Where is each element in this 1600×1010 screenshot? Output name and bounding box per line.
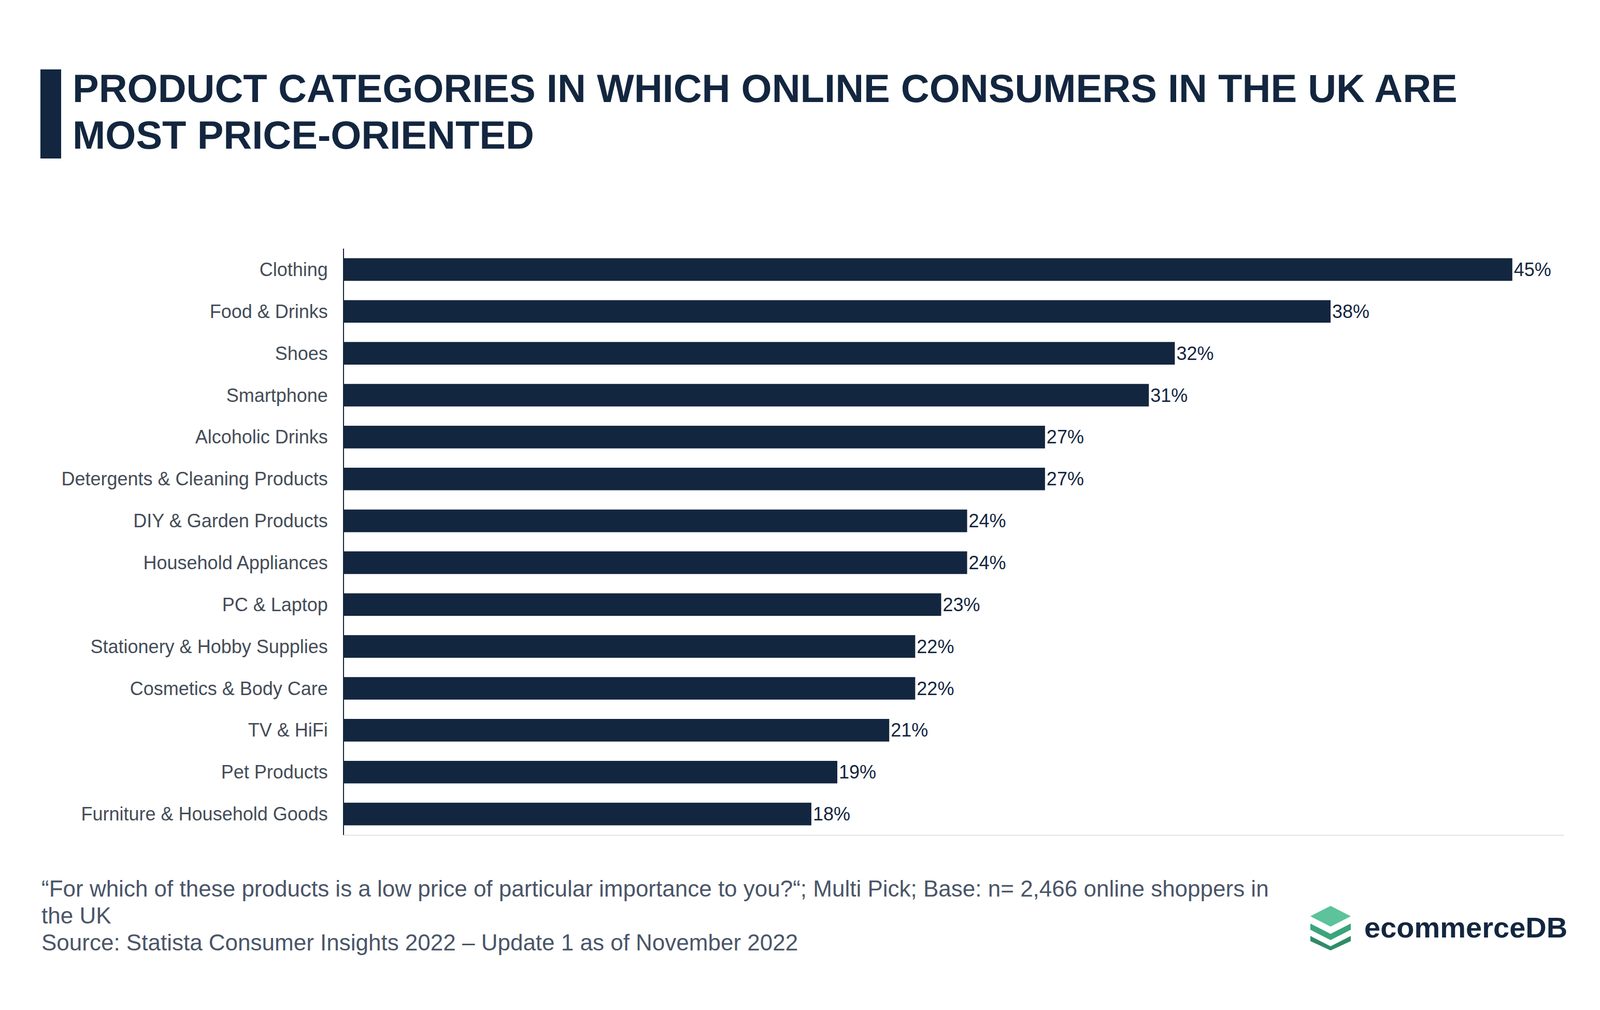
svg-text:PC & Laptop: PC & Laptop bbox=[222, 594, 328, 616]
svg-text:Alcoholic Drinks: Alcoholic Drinks bbox=[195, 426, 328, 448]
svg-text:22%: 22% bbox=[916, 678, 954, 700]
svg-text:27%: 27% bbox=[1046, 468, 1084, 490]
svg-text:Food & Drinks: Food & Drinks bbox=[209, 301, 328, 323]
svg-text:Pet Products: Pet Products bbox=[221, 761, 328, 783]
svg-text:DIY & Garden Products: DIY & Garden Products bbox=[133, 510, 328, 532]
svg-text:Cosmetics & Body Care: Cosmetics & Body Care bbox=[130, 678, 328, 700]
svg-text:18%: 18% bbox=[812, 803, 851, 825]
html-text:“For which of these products i: “For which of these products is a low pr… bbox=[41, 876, 1269, 929]
svg-text:Household Appliances: Household Appliances bbox=[143, 552, 328, 574]
svg-text:Furniture & Household Goods: Furniture & Household Goods bbox=[81, 803, 328, 825]
svg-text:Shoes: Shoes bbox=[275, 343, 328, 365]
svg-text:Smartphone: Smartphone bbox=[226, 384, 328, 407]
svg-text:Clothing: Clothing bbox=[259, 259, 328, 281]
svg-text:Detergents & Cleaning Products: Detergents & Cleaning Products bbox=[61, 468, 328, 490]
html-text:ecommerceDB: ecommerceDB bbox=[1364, 911, 1568, 944]
svg-text:Stationery & Hobby Supplies: Stationery & Hobby Supplies bbox=[90, 636, 328, 658]
svg-text:24%: 24% bbox=[968, 510, 1007, 532]
svg-text:45%: 45% bbox=[1513, 259, 1552, 281]
svg-text:24%: 24% bbox=[968, 552, 1007, 574]
svg-text:31%: 31% bbox=[1150, 384, 1188, 407]
svg-text:38%: 38% bbox=[1332, 301, 1370, 323]
html-text:Source: Statista Consumer Insi: Source: Statista Consumer Insights 2022 … bbox=[41, 930, 799, 956]
svg-text:22%: 22% bbox=[916, 636, 954, 658]
svg-text:32%: 32% bbox=[1176, 343, 1214, 365]
svg-text:23%: 23% bbox=[942, 594, 980, 616]
svg-text:21%: 21% bbox=[890, 719, 928, 741]
svg-text:27%: 27% bbox=[1046, 426, 1084, 448]
svg-text:19%: 19% bbox=[838, 761, 877, 783]
svg-text:TV & HiFi: TV & HiFi bbox=[248, 719, 328, 741]
html-text:PRODUCT CATEGORIES IN WHICH ON: PRODUCT CATEGORIES IN WHICH ONLINE CONSU… bbox=[72, 66, 1458, 157]
